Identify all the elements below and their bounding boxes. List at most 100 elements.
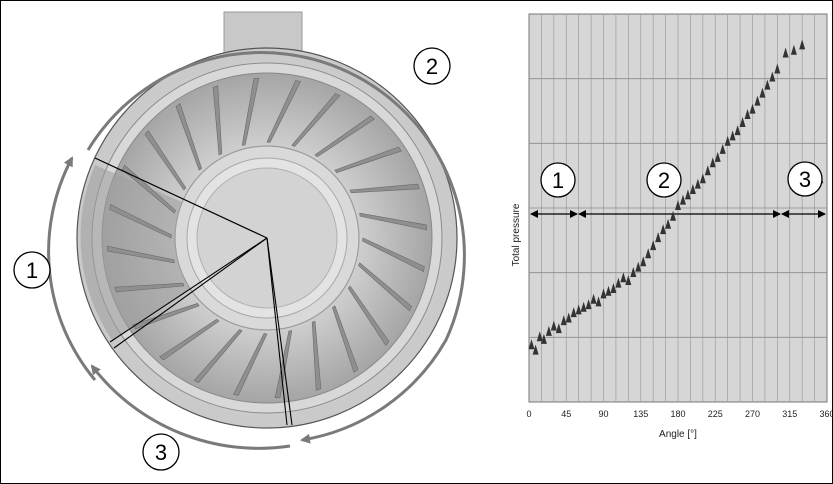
guide-vane xyxy=(175,103,202,171)
guide-vane xyxy=(362,237,425,273)
data-point xyxy=(565,312,572,323)
guide-vane xyxy=(347,285,390,346)
y-axis-title: Total pressure xyxy=(511,203,522,266)
x-tick-label: 0 xyxy=(526,409,531,419)
chart-label-3: 3 xyxy=(787,161,823,197)
data-point xyxy=(555,323,562,334)
guide-vane xyxy=(359,212,428,231)
guide-vane xyxy=(311,320,322,391)
data-point xyxy=(560,315,567,326)
data-point xyxy=(782,47,789,58)
data-point xyxy=(704,165,711,176)
data-point xyxy=(630,266,637,277)
guide-vane xyxy=(266,80,302,143)
data-point xyxy=(660,224,667,235)
guide-vane xyxy=(159,318,220,361)
data-point xyxy=(764,79,771,90)
shaded-sector xyxy=(80,165,267,340)
data-point xyxy=(799,39,806,50)
data-point xyxy=(645,248,652,259)
data-point xyxy=(532,344,539,355)
chart-label-3-text: 3 xyxy=(799,167,811,192)
x-tick-label: 135 xyxy=(633,409,648,419)
data-point xyxy=(734,125,741,136)
guide-vane xyxy=(193,329,243,384)
guide-vane xyxy=(106,245,175,264)
sector-line-3a xyxy=(266,237,288,426)
data-point xyxy=(744,109,751,120)
data-point xyxy=(790,44,797,55)
x-tick-label: 360 xyxy=(819,409,833,419)
data-point xyxy=(754,95,761,106)
sector-line-2b xyxy=(113,237,268,349)
pressure-chart: 0 45 90 135 180 225 270 315 360 Angle [°] Total … xyxy=(511,13,833,440)
data-point xyxy=(615,277,622,288)
left-label-3-text: 3 xyxy=(155,440,167,465)
data-point xyxy=(545,325,552,336)
data-point xyxy=(610,283,617,294)
data-point xyxy=(689,183,696,194)
x-tick-labels: 0 45 90 135 180 225 270 315 360 xyxy=(526,409,833,419)
x-tick-label: 45 xyxy=(561,409,571,419)
data-point xyxy=(665,218,672,229)
guide-vane xyxy=(358,262,413,312)
x-tick-label: 270 xyxy=(745,409,760,419)
data-point xyxy=(536,331,543,342)
guide-vane xyxy=(291,92,341,147)
data-point xyxy=(605,285,612,296)
data-point xyxy=(749,103,756,114)
left-label-3: 3 xyxy=(142,433,180,471)
x-tick-label: 180 xyxy=(670,409,685,419)
sector-line-3b xyxy=(266,237,293,426)
guide-vane xyxy=(332,305,359,373)
data-point xyxy=(675,200,681,211)
guide-vane xyxy=(334,146,402,173)
guide-vane xyxy=(314,115,375,158)
left-label-2-text: 2 xyxy=(426,54,438,79)
x-tick-label: 90 xyxy=(598,409,608,419)
data-point xyxy=(670,210,677,221)
left-label-1: 1 xyxy=(13,251,51,289)
data-point xyxy=(528,339,535,350)
guide-vane xyxy=(109,203,172,239)
guide-vane xyxy=(114,282,185,293)
data-point xyxy=(540,333,547,344)
sector-line-2a xyxy=(109,237,268,343)
region-arc-2 xyxy=(86,51,466,444)
guide-vane xyxy=(241,77,260,146)
chart-label-2: 2 xyxy=(646,162,682,198)
x-tick-label: 315 xyxy=(782,409,797,419)
data-point xyxy=(759,87,766,98)
left-label-2: 2 xyxy=(413,47,451,85)
data-point xyxy=(714,151,721,162)
guide-vane xyxy=(212,85,223,156)
left-label-1-text: 1 xyxy=(26,258,38,283)
data-point xyxy=(595,296,602,307)
data-point xyxy=(635,261,642,272)
data-point xyxy=(575,304,582,315)
chart-label-1-text: 1 xyxy=(552,168,564,193)
data-point xyxy=(655,232,662,243)
chart-label-2-text: 2 xyxy=(658,168,670,193)
data-point xyxy=(620,272,627,283)
data-point xyxy=(570,307,577,318)
data-point xyxy=(719,143,726,154)
data-point xyxy=(600,288,607,299)
data-points xyxy=(528,39,824,355)
data-point xyxy=(550,320,557,331)
data-point xyxy=(684,189,691,200)
data-point xyxy=(729,130,736,141)
data-point xyxy=(724,135,731,146)
data-point xyxy=(640,256,647,267)
data-point xyxy=(709,157,716,168)
guide-vane xyxy=(232,333,268,396)
x-tick-label: 225 xyxy=(708,409,723,419)
turbine-diagram: 1 2 3 xyxy=(13,11,466,471)
data-point xyxy=(650,240,657,251)
data-point xyxy=(590,293,597,304)
guide-vane xyxy=(349,183,420,194)
guide-vane xyxy=(144,130,187,191)
data-point xyxy=(769,71,776,82)
data-point xyxy=(699,173,706,184)
